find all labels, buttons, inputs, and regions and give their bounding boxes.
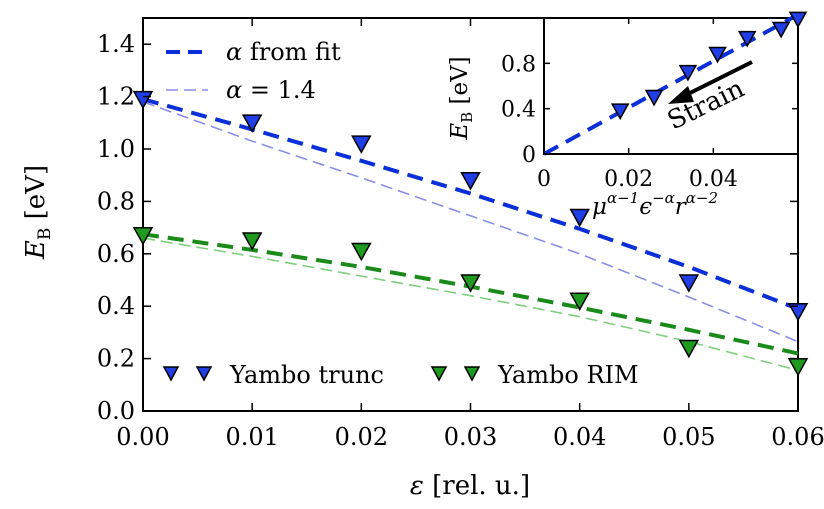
inset-x-axis-label: μα−1ϵ−αrα−2 [592,189,718,220]
inset-marker-yambo-trunc-2 [678,64,698,82]
main-x-tick-label-2: 0.02 [335,423,388,451]
legend-alpha-14-label: α = 1.4 [226,76,316,104]
main-y-tick-label-7: 1.4 [97,30,135,58]
legend-trunc-marker-2 [195,366,213,382]
main-x-tick-label-3: 0.03 [444,423,497,451]
inset-marker-yambo-trunc-6 [788,11,808,29]
legend-trunc-marker-1 [162,366,180,382]
main-x-axis-label: ε [rel. u.] [410,471,530,501]
inset-marker-yambo-trunc-3 [708,46,727,64]
main-line-green-fit [142,232,799,356]
strain-arrow-head [668,86,694,104]
inset-series-markers [610,11,808,121]
inset-marker-yambo-trunc-5 [771,21,791,39]
main-line-1-4 [142,101,799,343]
inset-x-tick-label-1: 0.02 [604,167,653,192]
inset-y-tick-label-0: 0 [522,143,536,168]
legend-rim-marker-2 [463,366,481,382]
inset-x-axis-ticks: 0 0.02 0.04 [537,18,738,192]
main-x-tick-label-1: 0.01 [225,423,278,451]
main-line-green-1-4 [142,237,799,372]
main-marker-yambo-rim-3 [460,274,481,293]
main-x-tick-label-6: 0.06 [771,423,824,451]
legend-rim-label: Yambo RIM [497,361,639,389]
legend-bottom: Yambo trunc Yambo RIM [162,361,639,389]
main-marker-yambo-rim-0 [132,227,154,246]
main-plot: 0.00 0.01 0.02 0.03 0.04 0.05 0.06 0.00.20.40.… [21,17,824,501]
inset-x-tick-label-2: 0.04 [689,167,738,192]
main-marker-yambo-trunc-3 [460,172,481,191]
inset-y-axis-ticks: 0 0.4 0.8 [501,52,798,168]
inset-marker-yambo-trunc-0 [610,103,630,121]
main-marker-yambo-trunc-1 [241,114,263,133]
legend-trunc-label: Yambo trunc [229,361,384,389]
inset-y-tick-label-1: 0.4 [501,98,536,123]
main-series-markers [132,90,809,377]
main-y-tick-label-6: 1.2 [97,83,135,111]
inset-plot-background [543,17,799,155]
main-marker-yambo-rim-5 [678,339,700,359]
main-x-tick-label-5: 0.05 [662,423,715,451]
main-x-axis-ticks: 0.00 0.01 0.02 0.03 0.04 0.05 0.06 [116,18,824,451]
main-y-axis-ticks: 0.0 0.2 0.4 0.6 0.8 1.0 1.2 1.4 [97,30,798,425]
main-marker-yambo-rim-1 [241,232,263,251]
main-marker-yambo-trunc-2 [351,135,372,154]
inset-y-axis-label: EB [eV] [447,56,476,140]
main-marker-yambo-rim-2 [351,242,372,262]
inset-marker-yambo-trunc-1 [644,89,664,107]
inset-x-tick-label-0: 0 [537,167,551,192]
inset-plot: 0 0.02 0.04 00.40.8 Strain EB [eV] μα−1ϵ−α… [447,11,808,220]
main-y-tick-label-0: 0.0 [97,397,135,425]
main-y-tick-label-5: 1.0 [97,135,135,163]
main-marker-yambo-rim-4 [569,292,590,312]
legend-alpha-fit-label: α from fit [226,38,341,66]
main-y-axis-label: EB [eV] [21,165,55,260]
main-y-tick-label-4: 0.8 [97,187,135,215]
main-marker-yambo-trunc-5 [678,274,700,293]
inset-marker-yambo-trunc-4 [737,30,757,48]
strain-arrow-shaft [679,60,753,100]
main-y-tick-label-2: 0.4 [97,292,135,320]
legend-rim-marker-1 [430,366,448,382]
main-marker-yambo-trunc-0 [132,90,154,110]
main-marker-yambo-trunc-6 [787,303,809,322]
main-marker-yambo-rim-6 [787,358,809,377]
main-y-tick-label-3: 0.6 [97,240,135,268]
legend-top: α from fit α = 1.4 [166,38,341,104]
main-x-tick-label-4: 0.04 [553,423,606,451]
main-x-tick-label-0: 0.00 [116,423,169,451]
main-marker-yambo-trunc-4 [569,208,590,228]
inset-y-tick-label-2: 0.8 [501,52,536,77]
main-y-tick-label-1: 0.2 [97,345,135,373]
